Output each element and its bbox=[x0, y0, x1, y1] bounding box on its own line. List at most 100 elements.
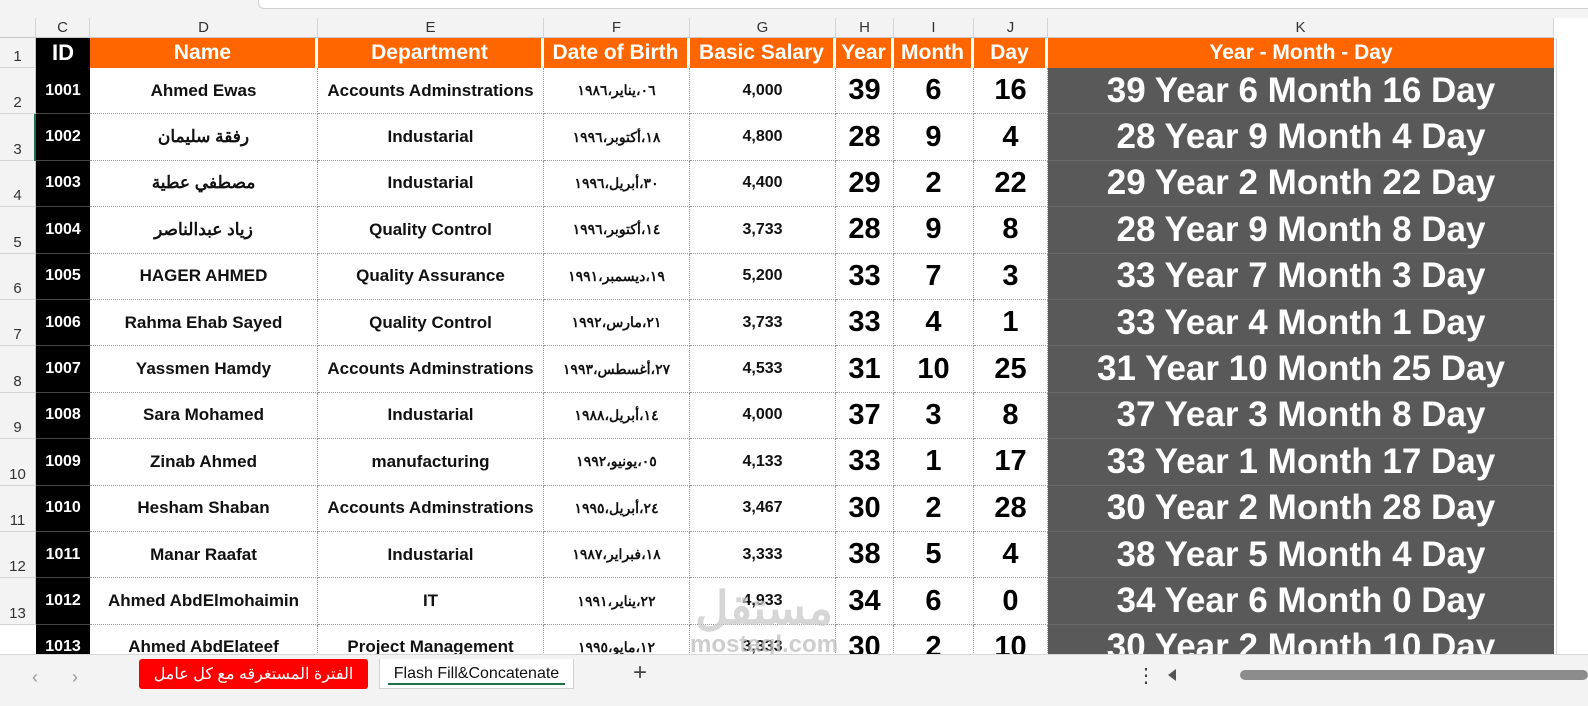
cell-dept[interactable]: IT bbox=[318, 578, 544, 625]
cell-salary[interactable]: 3,333 bbox=[690, 532, 836, 579]
cell-id[interactable]: 1002 bbox=[36, 114, 90, 161]
cell-name[interactable]: زياد عبدالناصر bbox=[90, 207, 318, 254]
cell-id[interactable]: 1001 bbox=[36, 68, 90, 115]
cell-year[interactable]: 39 bbox=[836, 68, 894, 115]
cell-day[interactable]: 10 bbox=[974, 624, 1048, 654]
cell-salary[interactable]: 3,333 bbox=[690, 624, 836, 654]
cell-ymd[interactable]: 30 Year 2 Month 28 Day bbox=[1048, 485, 1554, 532]
cell-year[interactable]: 34 bbox=[836, 578, 894, 625]
cell-id[interactable]: 1007 bbox=[36, 346, 90, 393]
header-cell-dob[interactable]: Date of Birth bbox=[544, 38, 690, 68]
cell-dob[interactable]: ٢٤،أبريل،١٩٩٥ bbox=[544, 485, 690, 532]
cell-salary[interactable]: 4,000 bbox=[690, 68, 836, 115]
cell-ymd[interactable]: 33 Year 4 Month 1 Day bbox=[1048, 300, 1554, 347]
cell-dob[interactable]: ٠٥،يونيو،١٩٩٢ bbox=[544, 439, 690, 486]
cell-salary[interactable]: 4,533 bbox=[690, 346, 836, 393]
cell-dept[interactable]: Industarial bbox=[318, 114, 544, 161]
cell-name[interactable]: Zinab Ahmed bbox=[90, 439, 318, 486]
cell-day[interactable]: 8 bbox=[974, 207, 1048, 254]
row-header[interactable]: 4 bbox=[0, 160, 36, 208]
cell-id[interactable]: 1003 bbox=[36, 160, 90, 208]
cell-name[interactable]: Ahmed AbdElateef bbox=[90, 624, 318, 654]
cell-day[interactable]: 28 bbox=[974, 485, 1048, 532]
cell-dob[interactable]: ١٤،أبريل،١٩٨٨ bbox=[544, 392, 690, 440]
cell-dob[interactable]: ١٤،أكتوبر،١٩٩٦ bbox=[544, 207, 690, 254]
cell-day[interactable]: 1 bbox=[974, 300, 1048, 347]
column-header-2[interactable]: E bbox=[318, 18, 544, 38]
cell-dept[interactable]: Quality Control bbox=[318, 207, 544, 254]
cell-id[interactable]: 1010 bbox=[36, 485, 90, 532]
cell-year[interactable]: 30 bbox=[836, 485, 894, 532]
cell-name[interactable]: Ahmed AbdElmohaimin bbox=[90, 578, 318, 625]
header-cell-salary[interactable]: Basic Salary bbox=[690, 38, 836, 68]
cell-year[interactable]: 29 bbox=[836, 160, 894, 208]
cell-year[interactable]: 30 bbox=[836, 624, 894, 654]
cell-ymd[interactable]: 28 Year 9 Month 4 Day bbox=[1048, 114, 1554, 161]
header-cell-ymd[interactable]: Year - Month - Day bbox=[1048, 38, 1554, 68]
cell-dob[interactable]: ١٨،أكتوبر،١٩٩٦ bbox=[544, 114, 690, 161]
horizontal-scrollbar[interactable] bbox=[1168, 669, 1588, 681]
cell-day[interactable]: 17 bbox=[974, 439, 1048, 486]
row-header[interactable]: 2 bbox=[0, 68, 36, 115]
row-header[interactable]: 12 bbox=[0, 532, 36, 579]
header-cell-day[interactable]: Day bbox=[974, 38, 1048, 68]
row-header[interactable]: 7 bbox=[0, 300, 36, 347]
row-header[interactable]: 5 bbox=[0, 207, 36, 254]
cell-name[interactable]: Rahma Ehab Sayed bbox=[90, 300, 318, 347]
cell-day[interactable]: 8 bbox=[974, 392, 1048, 440]
row-header[interactable]: 8 bbox=[0, 346, 36, 393]
sheet-tab-duration[interactable]: الفترة المستغرقه مع كل عامل bbox=[139, 659, 368, 689]
column-header-6[interactable]: I bbox=[894, 18, 974, 38]
sheet-tab-flash-fill[interactable]: Flash Fill&Concatenate bbox=[379, 659, 574, 689]
cell-salary[interactable]: 4,800 bbox=[690, 114, 836, 161]
cell-name[interactable]: Hesham Shaban bbox=[90, 485, 318, 532]
cell-salary[interactable]: 5,200 bbox=[690, 253, 836, 300]
header-cell-dept[interactable]: Department bbox=[318, 38, 544, 68]
cell-month[interactable]: 2 bbox=[894, 485, 974, 532]
row-header[interactable]: 10 bbox=[0, 439, 36, 486]
cell-day[interactable]: 0 bbox=[974, 578, 1048, 625]
cell-dept[interactable]: Accounts Adminstrations bbox=[318, 485, 544, 532]
cell-dept[interactable]: Project Management bbox=[318, 624, 544, 654]
cell-day[interactable]: 4 bbox=[974, 114, 1048, 161]
scroll-left-arrow-icon[interactable] bbox=[1168, 669, 1176, 681]
header-cell-id[interactable]: ID bbox=[36, 38, 90, 68]
cell-year[interactable]: 28 bbox=[836, 207, 894, 254]
cell-name[interactable]: Sara Mohamed bbox=[90, 392, 318, 440]
cell-dob[interactable]: ٢٧،أغسطس،١٩٩٣ bbox=[544, 346, 690, 393]
cell-day[interactable]: 4 bbox=[974, 532, 1048, 579]
column-header-1[interactable]: D bbox=[90, 18, 318, 38]
row-header[interactable]: 9 bbox=[0, 392, 36, 440]
cell-id[interactable]: 1011 bbox=[36, 532, 90, 579]
column-header-8[interactable]: K bbox=[1048, 18, 1554, 38]
cell-year[interactable]: 28 bbox=[836, 114, 894, 161]
cell-month[interactable]: 1 bbox=[894, 439, 974, 486]
cell-ymd[interactable]: 28 Year 9 Month 8 Day bbox=[1048, 207, 1554, 254]
cell-salary[interactable]: 3,733 bbox=[690, 300, 836, 347]
cell-salary[interactable]: 4,000 bbox=[690, 392, 836, 440]
cell-ymd[interactable]: 33 Year 1 Month 17 Day bbox=[1048, 439, 1554, 486]
cell-day[interactable]: 25 bbox=[974, 346, 1048, 393]
header-cell-name[interactable]: Name bbox=[90, 38, 318, 68]
cell-dob[interactable]: ٠٦،يناير،١٩٨٦ bbox=[544, 68, 690, 115]
cell-dob[interactable]: ٢١،مارس،١٩٩٢ bbox=[544, 300, 690, 347]
cell-month[interactable]: 3 bbox=[894, 392, 974, 440]
cell-dob[interactable]: ٢٢،يناير،١٩٩١ bbox=[544, 578, 690, 625]
more-vertical-icon[interactable]: ⋮ bbox=[1136, 665, 1156, 687]
cell-salary[interactable]: 3,467 bbox=[690, 485, 836, 532]
cell-name[interactable]: Yassmen Hamdy bbox=[90, 346, 318, 393]
cell-dob[interactable]: ١٩،ديسمبر،١٩٩١ bbox=[544, 253, 690, 300]
cell-day[interactable]: 16 bbox=[974, 68, 1048, 115]
row-header[interactable]: 11 bbox=[0, 485, 36, 532]
cell-ymd[interactable]: 34 Year 6 Month 0 Day bbox=[1048, 578, 1554, 625]
chevron-right-icon[interactable]: › bbox=[72, 667, 78, 687]
cell-month[interactable]: 7 bbox=[894, 253, 974, 300]
cell-dob[interactable]: ٣٠،أبريل،١٩٩٦ bbox=[544, 160, 690, 208]
cell-dept[interactable]: Accounts Adminstrations bbox=[318, 68, 544, 115]
cell-year[interactable]: 33 bbox=[836, 253, 894, 300]
header-cell-year[interactable]: Year bbox=[836, 38, 894, 68]
chevron-left-icon[interactable]: ‹ bbox=[32, 667, 38, 687]
cell-name[interactable]: رفقة سليمان bbox=[90, 114, 318, 161]
cell-salary[interactable]: 4,400 bbox=[690, 160, 836, 208]
